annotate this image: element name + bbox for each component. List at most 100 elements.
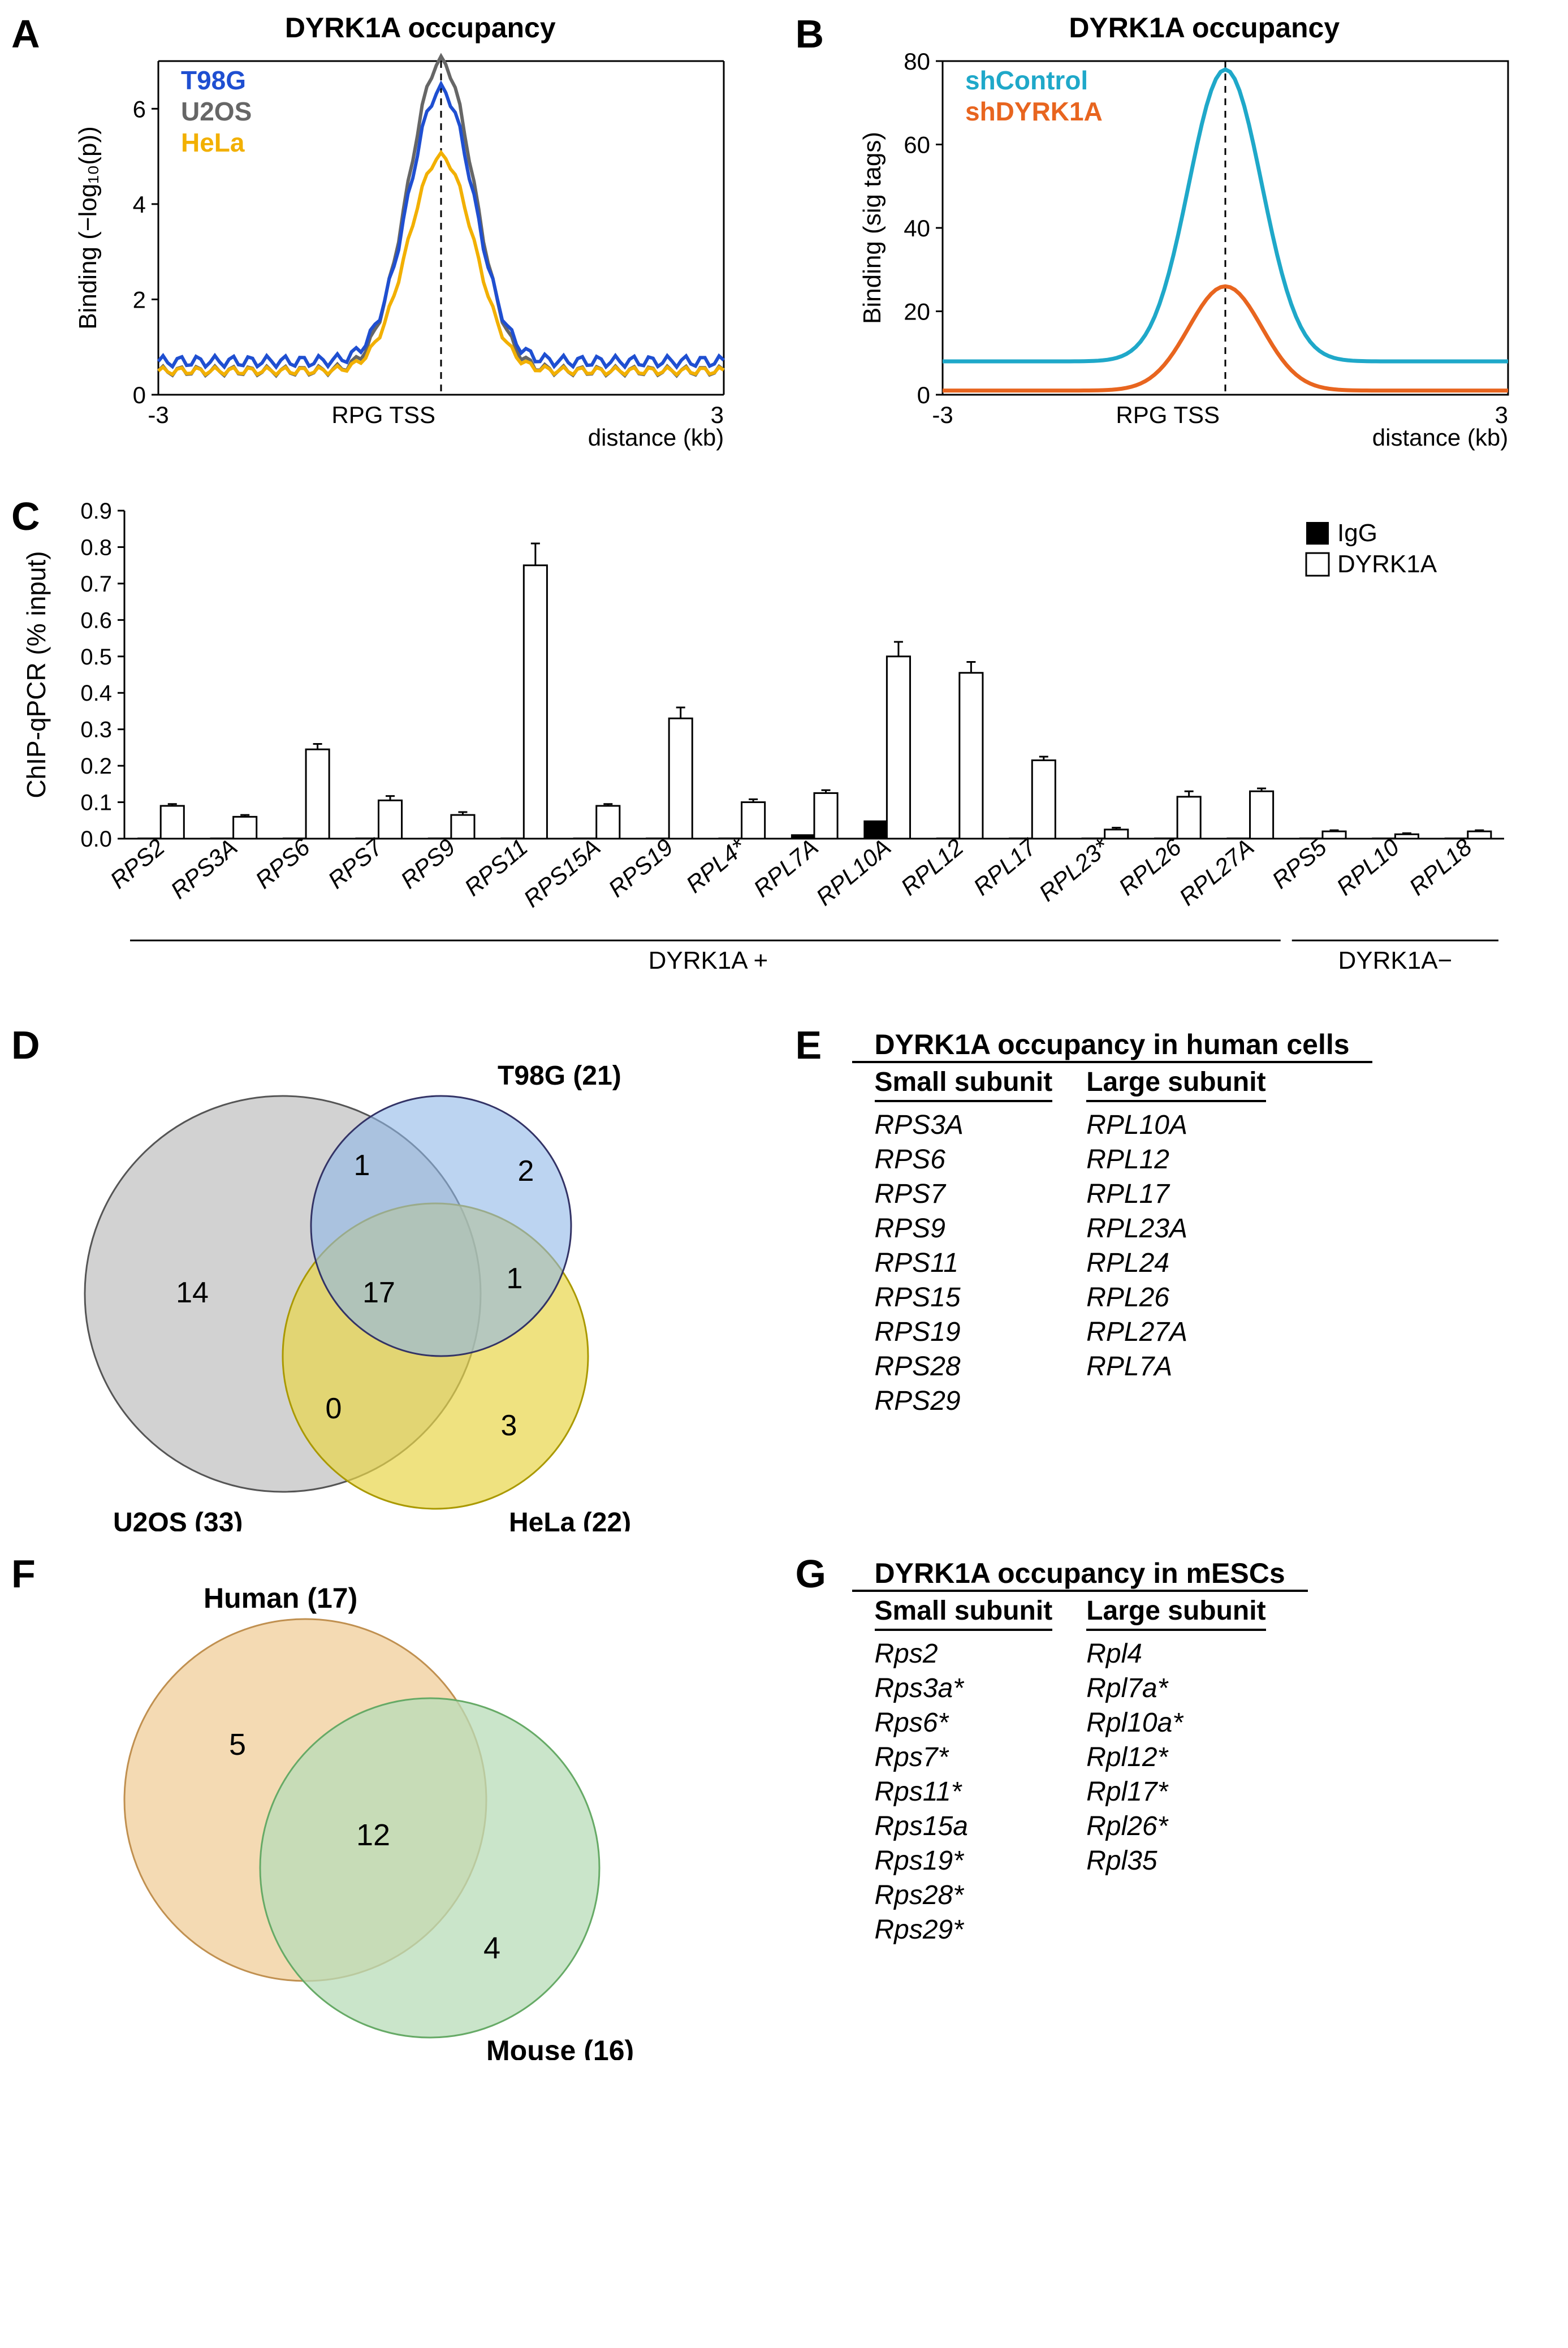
panel-d: D 141217103T98G (21)U2OS (33)HeLa (22) [11, 1022, 773, 1534]
panel-b: B DYRK1A occupancy 020406080-33RPG TSSdi… [796, 11, 1557, 477]
svg-text:RPS3A: RPS3A [166, 834, 243, 904]
svg-text:0.6: 0.6 [80, 608, 112, 633]
svg-text:60: 60 [904, 132, 930, 158]
gene-item: Rpl17* [1086, 1775, 1265, 1809]
svg-text:4: 4 [483, 1931, 500, 1965]
svg-text:0.4: 0.4 [80, 681, 112, 706]
panel-f-venn: 5124Human (17)Mouse (16) [11, 1551, 746, 2060]
svg-text:-3: -3 [148, 402, 169, 428]
gene-item: RPS7 [875, 1177, 1053, 1211]
gene-item: RPL24 [1086, 1246, 1265, 1280]
panel-c-label: C [11, 494, 40, 539]
svg-text:HeLa (22): HeLa (22) [509, 1508, 631, 1531]
svg-text:1: 1 [354, 1149, 370, 1182]
panel-e-col1-header: Small subunit [875, 1067, 1053, 1102]
svg-text:2: 2 [518, 1155, 534, 1188]
svg-text:IgG: IgG [1337, 519, 1377, 547]
panel-b-label: B [796, 11, 824, 57]
panel-a: A DYRK1A occupancy 0246-33RPG TSSdistanc… [11, 11, 773, 477]
svg-text:RPL12: RPL12 [896, 834, 969, 901]
svg-text:0: 0 [133, 382, 146, 408]
panel-a-title: DYRK1A occupancy [68, 11, 773, 44]
gene-item: Rpl7a* [1086, 1671, 1265, 1706]
panel-g-col1-header: Small subunit [875, 1595, 1053, 1631]
svg-text:20: 20 [904, 299, 930, 325]
figure-grid: A DYRK1A occupancy 0246-33RPG TSSdistanc… [11, 11, 1557, 2063]
gene-item: RPS3A [875, 1108, 1053, 1142]
svg-text:RPG TSS: RPG TSS [1116, 402, 1220, 428]
svg-text:0.2: 0.2 [80, 754, 112, 779]
panel-e-col2: RPL10ARPL12RPL17RPL23ARPL24RPL26RPL27ARP… [1086, 1108, 1265, 1384]
svg-text:T98G (21): T98G (21) [498, 1061, 621, 1091]
panel-e-label: E [796, 1022, 822, 1068]
svg-text:RPS9: RPS9 [395, 834, 460, 894]
panel-a-label: A [11, 11, 40, 57]
svg-text:RPL18: RPL18 [1404, 833, 1477, 900]
gene-item: Rps2 [875, 1637, 1053, 1671]
svg-text:RPL10A: RPL10A [811, 834, 896, 911]
gene-item: Rps15a [875, 1809, 1053, 1844]
svg-text:0: 0 [326, 1392, 342, 1425]
panel-f-label: F [11, 1551, 36, 1596]
gene-item: RPS15 [875, 1280, 1053, 1315]
svg-text:Mouse (16): Mouse (16) [486, 2035, 634, 2060]
svg-text:U2OS (33): U2OS (33) [113, 1508, 243, 1531]
svg-text:RPS15A: RPS15A [519, 834, 606, 913]
gene-item: Rps6* [875, 1706, 1053, 1740]
svg-text:RPL27A: RPL27A [1174, 834, 1259, 911]
gene-item: RPL17 [1086, 1177, 1265, 1211]
svg-text:1: 1 [507, 1262, 523, 1295]
svg-text:14: 14 [176, 1276, 209, 1309]
svg-text:0.8: 0.8 [80, 535, 112, 560]
svg-text:0.3: 0.3 [80, 718, 112, 743]
svg-text:distance (kb): distance (kb) [1372, 424, 1507, 451]
gene-item: RPL7A [1086, 1349, 1265, 1384]
svg-text:DYRK1A +: DYRK1A + [649, 947, 768, 974]
svg-text:RPL23*: RPL23* [1034, 833, 1114, 907]
svg-text:0: 0 [917, 382, 930, 408]
svg-text:HeLa: HeLa [181, 128, 245, 157]
panel-e-title: DYRK1A occupancy in human cells [852, 1028, 1372, 1063]
svg-text:5: 5 [229, 1728, 246, 1762]
svg-text:DYRK1A−: DYRK1A− [1338, 947, 1452, 974]
svg-text:RPS5: RPS5 [1267, 833, 1332, 894]
panel-g-col1: Rps2Rps3a*Rps6*Rps7*Rps11*Rps15aRps19*Rp… [875, 1637, 1053, 1947]
panel-c: C 0.00.10.20.30.40.50.60.70.80.9ChIP-qPC… [11, 494, 1557, 1005]
gene-item: RPS19 [875, 1315, 1053, 1349]
panel-g-col2: Rpl4Rpl7a*Rpl10a*Rpl12*Rpl17*Rpl26*Rpl35 [1086, 1637, 1265, 1878]
gene-item: RPS11 [875, 1246, 1053, 1280]
gene-item: RPL10A [1086, 1108, 1265, 1142]
svg-text:RPL4*: RPL4* [681, 833, 751, 898]
svg-text:Binding (sig tags): Binding (sig tags) [858, 132, 886, 324]
svg-text:12: 12 [356, 1818, 390, 1852]
svg-text:80: 80 [904, 50, 930, 75]
svg-text:Binding (−log₁₀(p)): Binding (−log₁₀(p)) [74, 126, 102, 330]
svg-text:0.5: 0.5 [80, 645, 112, 670]
panel-e: E DYRK1A occupancy in human cells Small … [796, 1022, 1557, 1534]
svg-text:ChIP-qPCR (% input): ChIP-qPCR (% input) [21, 551, 51, 798]
svg-text:0.0: 0.0 [80, 827, 112, 852]
gene-item: RPL27A [1086, 1315, 1265, 1349]
gene-item: RPS9 [875, 1211, 1053, 1246]
gene-item: RPS6 [875, 1142, 1053, 1177]
panel-g-col2-header: Large subunit [1086, 1595, 1265, 1631]
panel-b-chart: 020406080-33RPG TSSdistance (kb)Binding … [852, 50, 1531, 474]
gene-item: Rps11* [875, 1775, 1053, 1809]
svg-text:U2OS: U2OS [181, 97, 252, 126]
svg-text:RPS19: RPS19 [603, 834, 678, 903]
panel-e-col1: RPS3ARPS6RPS7RPS9RPS11RPS15RPS19RPS28RPS… [875, 1108, 1053, 1418]
svg-text:T98G: T98G [181, 66, 246, 95]
gene-item: RPL26 [1086, 1280, 1265, 1315]
gene-item: RPL23A [1086, 1211, 1265, 1246]
svg-text:DYRK1A: DYRK1A [1337, 550, 1437, 578]
svg-text:17: 17 [362, 1276, 395, 1309]
svg-text:0.1: 0.1 [80, 791, 112, 815]
panel-d-venn: 141217103T98G (21)U2OS (33)HeLa (22) [11, 1022, 746, 1531]
svg-text:shControl: shControl [965, 66, 1088, 95]
gene-item: Rps19* [875, 1844, 1053, 1878]
svg-text:40: 40 [904, 215, 930, 241]
svg-text:6: 6 [133, 96, 146, 122]
panel-g-title: DYRK1A occupancy in mESCs [852, 1557, 1308, 1592]
gene-item: Rps3a* [875, 1671, 1053, 1706]
gene-item: Rpl4 [1086, 1637, 1265, 1671]
